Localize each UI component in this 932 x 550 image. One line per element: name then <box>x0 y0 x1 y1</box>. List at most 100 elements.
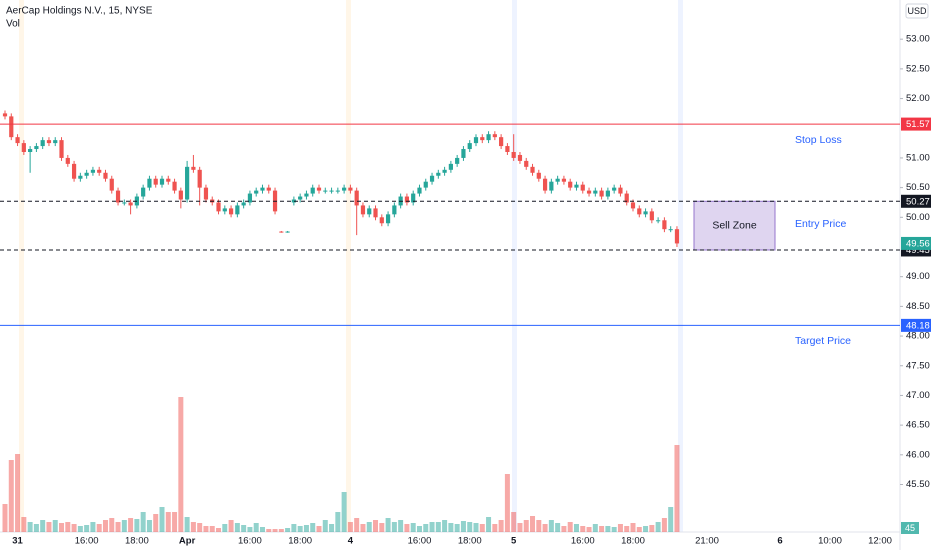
y-tick-label: 48.50 <box>906 301 930 312</box>
price-level-tag <box>901 194 931 208</box>
candle-body <box>536 172 541 179</box>
candle-body <box>128 202 133 206</box>
x-tick-label: 5 <box>511 536 517 547</box>
volume-bar <box>259 527 265 532</box>
candle-body <box>499 137 504 147</box>
y-tick-label: 45.50 <box>906 479 930 490</box>
candle-body <box>28 149 33 152</box>
candle-body <box>379 217 384 224</box>
currency-box[interactable] <box>905 3 929 19</box>
x-tick-label: 18:00 <box>288 536 312 547</box>
x-tick-label: 16:00 <box>571 536 595 547</box>
candle-body <box>115 190 121 203</box>
volume-bar <box>329 524 335 532</box>
y-tick-label: 47.00 <box>906 390 930 401</box>
candle-body <box>511 152 516 158</box>
candle-body <box>159 178 165 185</box>
volume-bar <box>511 512 517 532</box>
candle-body <box>373 208 378 218</box>
candle-body <box>342 187 347 191</box>
volume-bar <box>498 520 504 532</box>
candle-body <box>492 134 497 138</box>
volume-bar <box>429 522 435 532</box>
candle-body <box>461 149 466 158</box>
y-tick-label: 46.50 <box>906 420 930 431</box>
currency[interactable]: USD <box>907 6 927 16</box>
volume-bar <box>2 504 8 532</box>
candle-body <box>197 169 202 188</box>
volume-bar <box>404 524 410 532</box>
y-tick-label: 46.00 <box>906 449 930 460</box>
candle-body <box>59 140 64 158</box>
sell-zone-label: Sell Zone <box>712 219 757 231</box>
candle-body <box>21 143 26 152</box>
candle-body <box>455 157 460 164</box>
candle-body <box>473 137 479 144</box>
volume-bar <box>473 523 479 532</box>
candle-body <box>668 229 673 231</box>
volume-bar <box>410 523 416 532</box>
candle-body <box>191 166 196 170</box>
y-tick-label: 47.50 <box>906 360 930 371</box>
x-tick-label: 18:00 <box>458 536 482 547</box>
volume-bar <box>454 524 460 532</box>
price-level-value: 51.57 <box>906 119 930 130</box>
volume-bar <box>442 520 448 532</box>
volume-bar <box>272 529 278 532</box>
volume-bar <box>121 520 127 532</box>
candle-body <box>228 208 234 215</box>
candle-body <box>40 140 45 147</box>
volume-bar <box>624 526 630 532</box>
candle-body <box>266 187 271 191</box>
volume-bar <box>379 523 385 532</box>
candle-body <box>354 190 359 206</box>
volume-bar <box>209 526 215 532</box>
volume-bar <box>165 512 171 532</box>
volume-bar <box>228 520 234 532</box>
volume-bar <box>643 526 649 532</box>
volume-bar <box>548 520 554 532</box>
volume-bar <box>40 520 46 532</box>
volume-bar <box>84 525 90 532</box>
volume-bar <box>561 526 567 532</box>
candle-body <box>241 202 246 206</box>
candle-body <box>367 208 372 215</box>
volume-bar <box>153 514 159 532</box>
volume-bar <box>567 522 573 532</box>
candle-body <box>605 190 610 197</box>
volume-bar <box>586 527 592 532</box>
volume-bar <box>592 524 598 532</box>
y-tick-label: 50.50 <box>906 182 930 193</box>
x-tick-label: 10:00 <box>818 536 842 547</box>
volume-bar <box>636 527 642 532</box>
volume-bar <box>102 520 108 532</box>
candle-body <box>505 146 510 152</box>
volume-bar <box>247 527 253 532</box>
candle-body <box>185 166 190 200</box>
volume-bar <box>146 520 152 532</box>
volume-bar <box>366 522 372 532</box>
candle-body <box>612 187 617 191</box>
candle-body <box>335 190 340 192</box>
volume-bar <box>310 523 316 532</box>
candle-body <box>580 184 585 191</box>
volume-bar <box>316 526 322 532</box>
volume-bar <box>322 520 328 532</box>
candle-body <box>254 190 259 194</box>
candle-body <box>304 193 309 197</box>
candle-body <box>323 190 328 192</box>
last-price-tag <box>901 236 931 250</box>
candle-body <box>530 166 535 173</box>
volume-bar <box>523 520 529 532</box>
volume-bar <box>605 526 611 532</box>
volume-bar <box>486 517 492 532</box>
candle-body <box>329 190 334 192</box>
volume-bar <box>27 522 33 532</box>
price-level-value: 50.27 <box>906 196 930 207</box>
candle-body <box>216 202 221 212</box>
volume-bar <box>203 526 209 532</box>
candle-body <box>549 181 554 191</box>
candle-body <box>542 178 548 191</box>
candle-body <box>662 220 667 230</box>
candle-body <box>178 190 183 200</box>
